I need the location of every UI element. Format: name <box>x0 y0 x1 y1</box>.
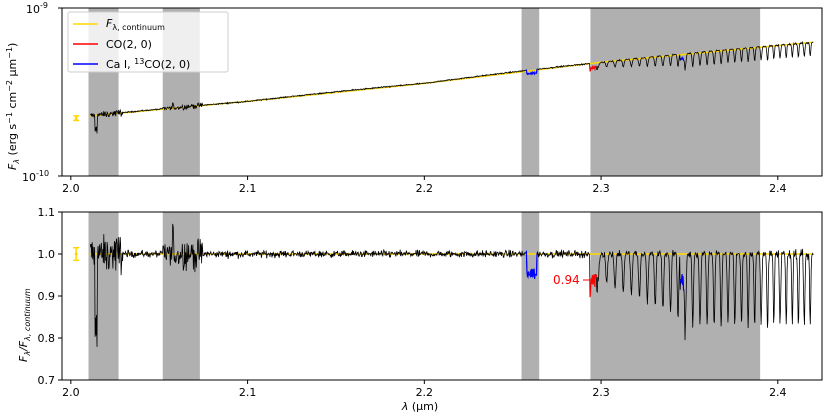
bottom-x-axis-label: λ (μm) <box>401 400 438 413</box>
bottom-spectrum-line <box>89 223 814 347</box>
bottom-xtick-label-3: 2.3 <box>592 386 610 399</box>
top-errorbar-point <box>74 116 78 120</box>
legend-label-co: CO(2, 0) <box>106 38 152 51</box>
top-xtick-label-3: 2.3 <box>592 182 610 195</box>
bottom-co-2-0-segment <box>589 274 597 298</box>
annotation-094: 0.94 <box>553 273 580 287</box>
bottom-ytick-label-4: 1.1 <box>38 206 56 219</box>
legend-label-ca-13co: Ca I, 13CO(2, 0) <box>106 57 190 71</box>
bottom-xtick-label-4: 2.4 <box>769 386 787 399</box>
legend-box <box>67 11 229 73</box>
top-13co-segment <box>680 56 685 62</box>
bottom-panel: 2.0 2.1 2.2 2.3 2.4 0.7 0.8 0.9 1.0 1.1 Fλ/Fλ, c… <box>17 206 823 413</box>
bottom-ca-i-segment <box>524 249 538 279</box>
top-shaded-region-3 <box>590 8 761 176</box>
legend-label-continuum: Fλ, continuum <box>106 17 165 32</box>
bottom-ytick-label-0: 0.7 <box>38 374 56 387</box>
bottom-xtick-label-2: 2.2 <box>416 386 434 399</box>
top-xtick-label-1: 2.1 <box>239 182 257 195</box>
top-ytick-lower: 10-10 <box>22 169 49 184</box>
bottom-ytick-label-1: 0.8 <box>38 332 56 345</box>
top-panel: 2.0 2.1 2.2 2.3 2.4 10-9 10-10 Fλ (erg s−1 c… <box>5 1 823 195</box>
bottom-ytick-label-3: 1.0 <box>38 248 56 261</box>
bottom-shaded-region-2 <box>521 212 540 380</box>
legend: Fλ, continuum CO(2, 0) Ca I, 13CO(2, 0) <box>67 11 229 73</box>
bottom-shaded-region-1 <box>162 212 200 380</box>
top-xtick-label-2: 2.2 <box>416 182 434 195</box>
bottom-ytick-label-2: 0.9 <box>38 290 56 303</box>
top-y-axis-label: Fλ (erg s−1 cm−2 μm−1) <box>5 43 21 170</box>
bottom-13co-segment <box>680 273 685 292</box>
bottom-xtick-label-0: 2.0 <box>62 386 80 399</box>
bottom-xtick-label-1: 2.1 <box>239 386 257 399</box>
top-ca-i-segment <box>525 69 538 76</box>
top-plot-frame <box>61 7 823 177</box>
top-y-ticks: 10-9 10-10 <box>22 1 62 184</box>
top-co-2-0-segment <box>589 64 597 72</box>
top-ytick-upper: 10-9 <box>26 1 48 16</box>
bottom-errorbar-point <box>74 252 78 256</box>
top-shaded-region-2 <box>521 8 540 176</box>
bottom-shaded-region-3 <box>590 212 761 380</box>
top-spectrum-line <box>90 40 814 134</box>
bottom-y-axis-label: Fλ/Fλ, continuum <box>17 288 32 362</box>
top-xtick-label-0: 2.0 <box>62 182 80 195</box>
top-xtick-label-4: 2.4 <box>769 182 787 195</box>
